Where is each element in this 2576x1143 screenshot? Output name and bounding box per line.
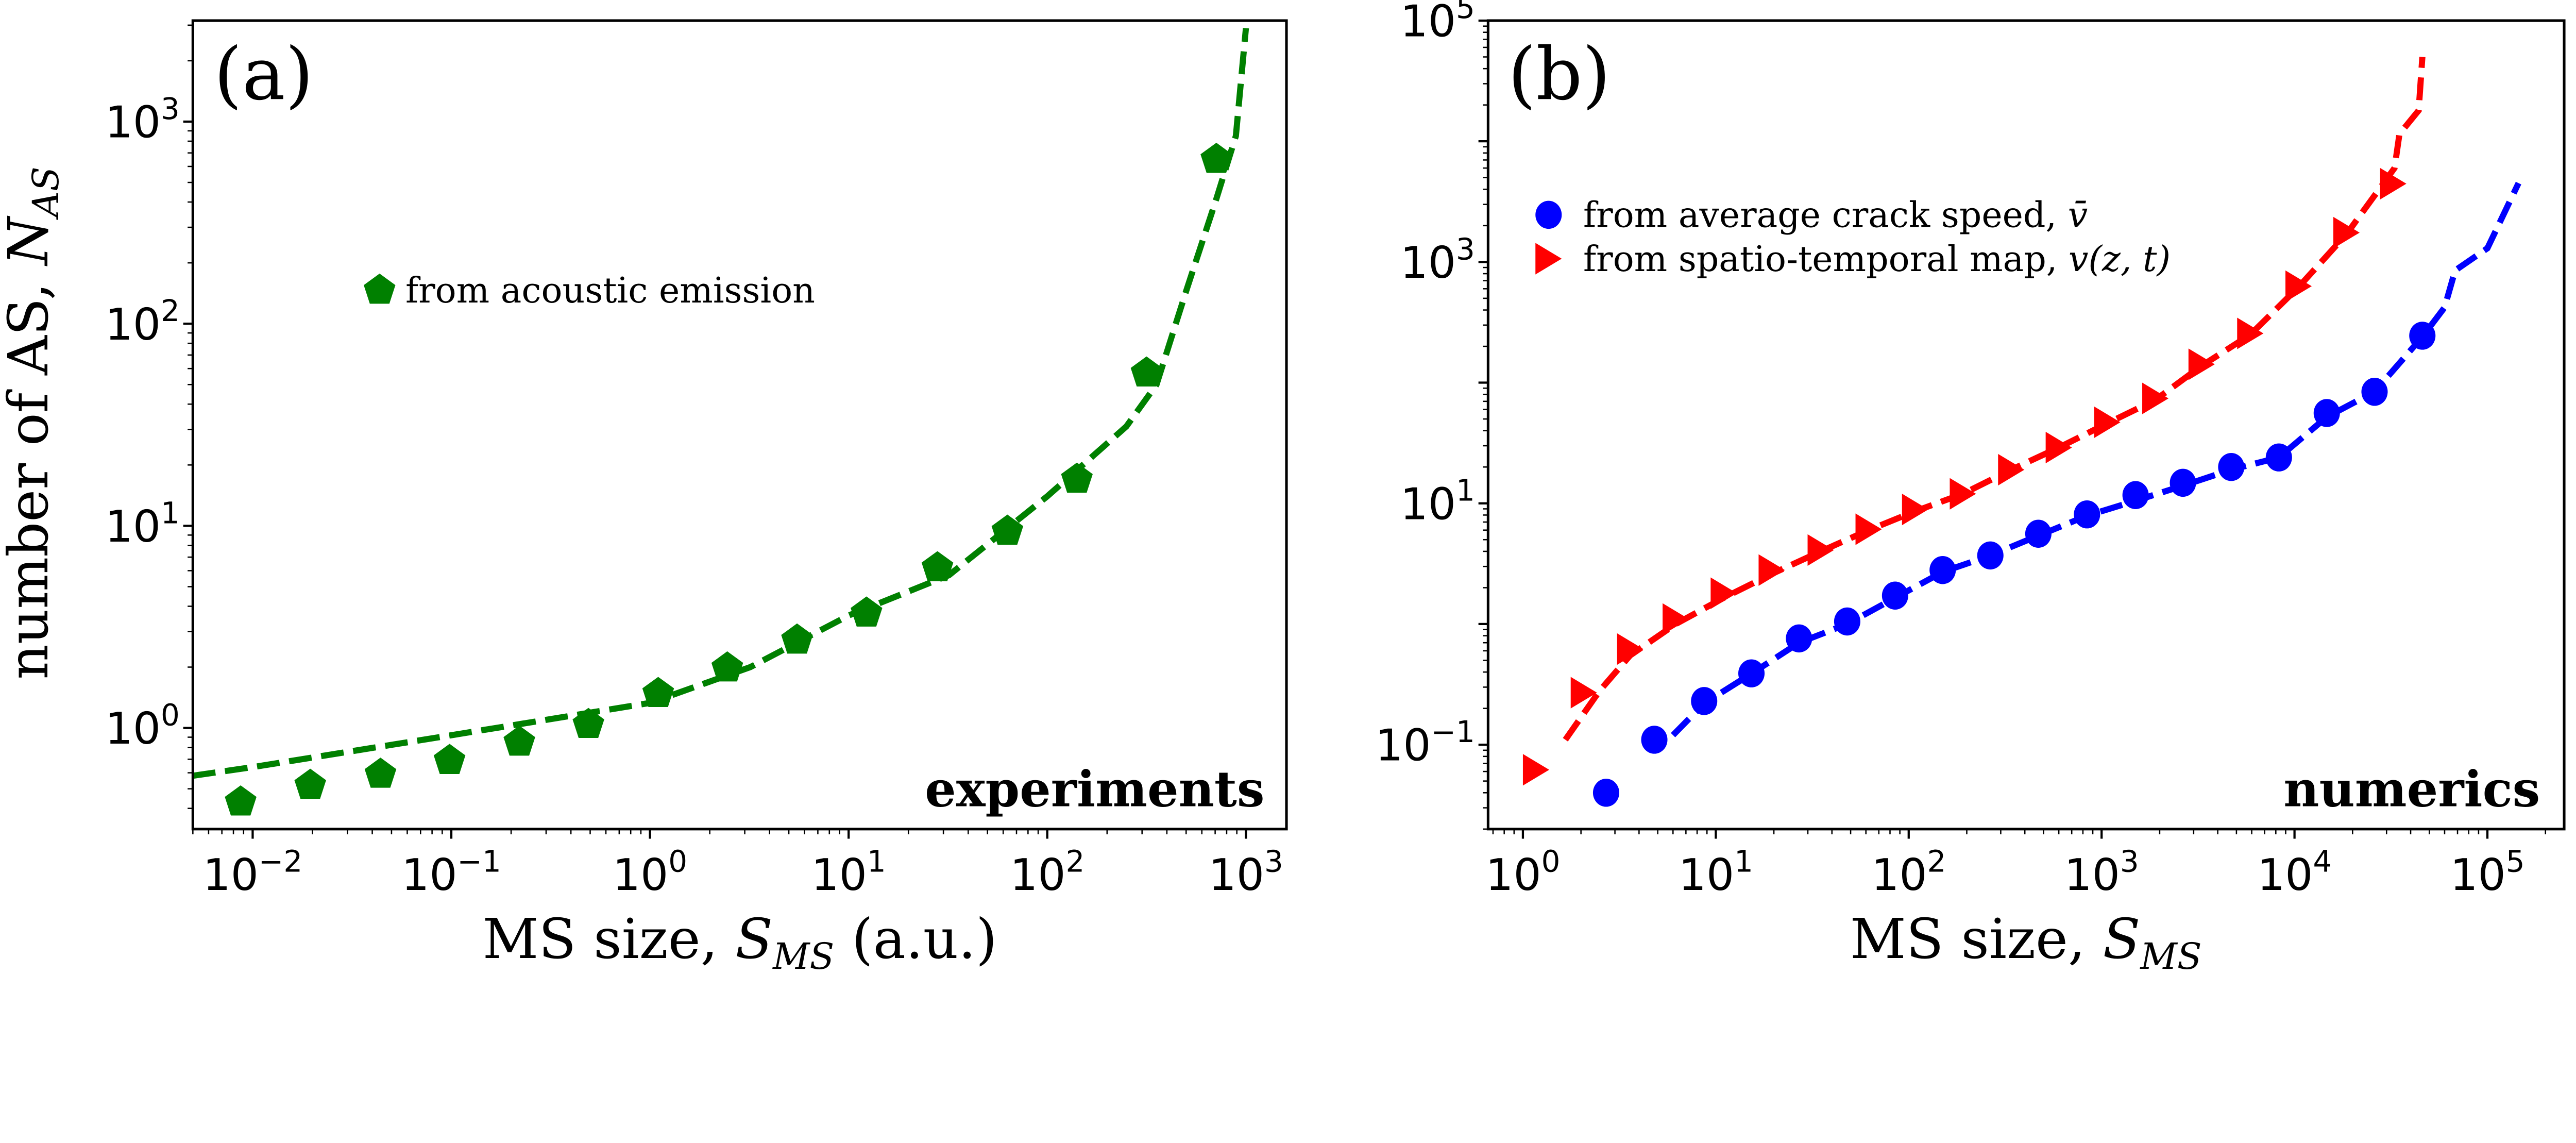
data-point-circle [2122, 481, 2149, 509]
data-point-circle [2170, 468, 2196, 497]
y-tick-label: 103 [1400, 231, 1475, 289]
data-point-circle [1929, 556, 1956, 584]
data-point-triangle [2380, 167, 2406, 200]
data-point-triangle [1998, 453, 2025, 486]
data-point-pentagon [642, 677, 674, 707]
data-point-triangle [2237, 317, 2264, 349]
data-point-pentagon [921, 551, 954, 581]
data-point-triangle [1570, 677, 1597, 709]
data-point-triangle [2285, 270, 2312, 302]
data-point-triangle [1522, 754, 1549, 786]
panel-a-experiments: 10−2 10−1 100 101 102 103 100 101 102 103 [105, 19, 1288, 901]
y-tick-label: 102 [105, 293, 180, 350]
y-tick-label: 101 [105, 495, 180, 552]
panel-a-x-axis-label: MS size, SMS (a.u.) [483, 907, 997, 972]
legend-label-average-crack-speed: from average crack speed, v̄ [1583, 195, 2088, 236]
legend-label-acoustic-emission: from acoustic emission [405, 271, 815, 311]
fit-curve-dashed [1563, 57, 2426, 742]
y-tick-label: 103 [105, 91, 180, 148]
data-point-pentagon [503, 725, 535, 756]
data-point-pentagon [781, 623, 813, 654]
data-point-triangle [2188, 348, 2215, 380]
data-point-pentagon [433, 744, 466, 774]
panel-b-corner-label: numerics [2283, 761, 2540, 818]
data-point-circle [2409, 322, 2436, 350]
data-point-triangle [2094, 406, 2121, 438]
data-point-circle [2218, 453, 2245, 481]
data-point-triangle [1710, 577, 1737, 609]
x-tick-label: 10−2 [203, 844, 303, 901]
data-point-triangle [1902, 493, 1928, 526]
legend-triangle-marker [1535, 243, 1562, 275]
data-point-pentagon [1200, 143, 1232, 173]
data-point-circle [1691, 687, 1718, 715]
x-tick-label: 104 [2257, 844, 2332, 901]
data-point-pentagon [1130, 356, 1163, 387]
data-point-circle [1592, 779, 1619, 807]
panel-b-legend: from average crack speed, v̄ from spatio… [1535, 195, 2171, 280]
data-point-triangle [1807, 534, 1834, 566]
y-tick-label: 105 [1400, 0, 1475, 47]
data-point-triangle [1758, 554, 1785, 586]
data-point-circle [2313, 399, 2340, 427]
data-point-pentagon [711, 651, 743, 682]
data-point-triangle [1617, 633, 1643, 665]
data-point-circle [1834, 607, 1860, 636]
data-point-triangle [1663, 603, 1689, 635]
x-tick-label: 100 [613, 844, 687, 901]
data-point-pentagon [225, 785, 257, 816]
data-point-triangle [1950, 478, 1976, 510]
panel-b-label: (b) [1508, 32, 1611, 116]
y-tick-label: 101 [1400, 473, 1475, 530]
panel-a-legend: from acoustic emission [364, 271, 815, 311]
data-point-pentagon [364, 758, 397, 788]
data-point-circle [2361, 378, 2388, 406]
x-tick-label: 101 [1679, 844, 1753, 901]
x-tick-label: 103 [2064, 844, 2139, 901]
legend-label-spatio-temporal-map: from spatio-temporal map, v(z, t) [1583, 239, 2171, 280]
data-point-circle [2265, 443, 2292, 472]
x-tick-label: 105 [2450, 844, 2525, 901]
x-tick-label: 100 [1485, 844, 1560, 901]
y-tick-label: 10−1 [1375, 714, 1475, 771]
data-point-triangle [2142, 382, 2169, 414]
data-point-circle [1786, 624, 1812, 653]
data-point-pentagon [294, 768, 326, 799]
x-tick-label: 103 [1209, 844, 1283, 901]
data-point-triangle [2333, 216, 2360, 249]
axes-frame [1486, 19, 2566, 831]
x-tick-label: 10−1 [401, 844, 501, 901]
axes-frame [191, 19, 1288, 831]
data-point-pentagon [991, 514, 1024, 545]
legend-circle-marker [1535, 200, 1562, 229]
panel-b-numerics: 100 101 102 103 104 105 10−1 101 103 105 [1375, 0, 2566, 901]
panel-a-y-axis-label: number of AS, NAS [0, 166, 67, 679]
x-tick-label: 102 [1871, 844, 1946, 901]
data-point-pentagon [851, 596, 883, 627]
legend-pentagon-marker [364, 273, 396, 304]
data-point-circle [1882, 581, 1908, 610]
x-tick-label: 102 [1010, 844, 1084, 901]
data-point-triangle [2045, 431, 2072, 464]
data-point-pentagon [1061, 462, 1093, 493]
data-point-circle [2025, 519, 2052, 548]
panel-a-label: (a) [214, 32, 313, 116]
panel-a-corner-label: experiments [925, 761, 1264, 818]
panel-b-x-axis-label: MS size, SMS [1850, 907, 2202, 972]
y-tick-label: 100 [105, 697, 180, 754]
x-tick-label: 101 [811, 844, 886, 901]
data-point-triangle [1855, 513, 1882, 545]
data-point-circle [1977, 541, 2004, 570]
data-point-circle [2074, 500, 2100, 529]
data-point-circle [1738, 659, 1765, 687]
data-point-circle [1641, 726, 1668, 754]
data-point-pentagon [572, 708, 604, 738]
